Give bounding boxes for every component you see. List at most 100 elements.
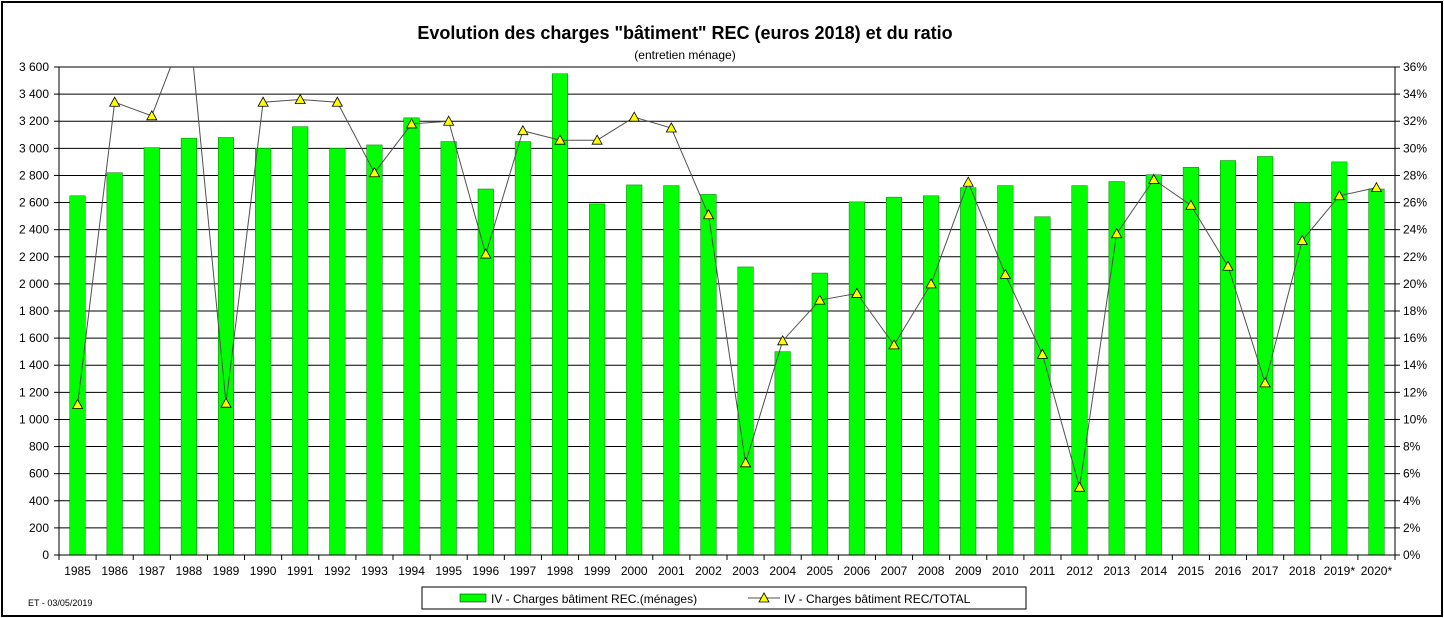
- x-tick-label: 2006: [844, 564, 871, 578]
- right-tick-label: 24%: [1403, 223, 1427, 237]
- x-tick-label: 1995: [435, 564, 462, 578]
- right-tick-label: 20%: [1403, 277, 1427, 291]
- footnote: ET - 03/05/2019: [28, 598, 92, 608]
- x-tick-label: 2011: [1030, 564, 1056, 578]
- right-tick-label: 18%: [1403, 304, 1427, 318]
- bar: [1294, 202, 1311, 556]
- x-tick-label: 2019*: [1324, 564, 1356, 578]
- ratio-marker: [1259, 377, 1271, 388]
- bar: [180, 137, 197, 556]
- legend-line-label: IV - Charges bâtiment REC/TOTAL: [784, 592, 971, 606]
- x-tick-label: 2016: [1215, 564, 1242, 578]
- bar: [1182, 167, 1199, 556]
- bar: [106, 172, 123, 556]
- x-tick-label: 2004: [769, 564, 796, 578]
- ratio-marker: [108, 96, 121, 107]
- right-tick-label: 12%: [1403, 385, 1427, 399]
- bar: [1145, 174, 1162, 556]
- left-tick-label: 1 600: [19, 331, 49, 345]
- left-tick-label: 0: [42, 548, 49, 562]
- right-tick-label: 32%: [1403, 114, 1427, 128]
- gridlines: [59, 66, 1395, 556]
- right-tick-label: 10%: [1403, 412, 1427, 426]
- left-axis-ticks: 0 200 400 600 800 1 000 1 200 1 400 1 600 1 800 2 …: [19, 60, 59, 562]
- x-tick-label: 2005: [806, 564, 833, 578]
- left-tick-label: 1 000: [19, 412, 49, 426]
- right-axis-ticks: 0% 2% 4% 6% 8% 10% 12% 14% 16% 18% 20% 22% 24% 26% 28%…: [1395, 60, 1427, 562]
- line-series: [71, 67, 1383, 492]
- x-tick-label: 1988: [176, 564, 203, 578]
- ratio-marker: [851, 287, 863, 298]
- x-tick-label: 2020*: [1361, 564, 1393, 578]
- bar: [440, 141, 457, 556]
- left-tick-label: 400: [29, 494, 49, 508]
- right-tick-label: 34%: [1403, 87, 1427, 101]
- ratio-marker: [1370, 181, 1383, 193]
- bar: [663, 185, 680, 556]
- x-tick-label: 1996: [472, 564, 499, 578]
- left-tick-label: 2 000: [19, 277, 49, 291]
- legend: IV - Charges bâtiment REC.(ménages) IV -…: [421, 586, 1027, 610]
- left-tick-label: 2 600: [19, 196, 49, 210]
- left-tick-label: 1 200: [19, 385, 49, 399]
- right-tick-label: 26%: [1403, 196, 1427, 210]
- x-tick-label: 2002: [695, 564, 722, 578]
- bar: [589, 203, 606, 556]
- x-tick-label: 1992: [324, 564, 351, 578]
- ratio-marker: [257, 96, 269, 107]
- left-tick-label: 600: [29, 467, 49, 481]
- ratio-line: [77, 67, 1377, 488]
- bar: [626, 184, 643, 556]
- bar: [1071, 185, 1088, 556]
- bar: [329, 148, 346, 556]
- ratio-marker: [442, 115, 455, 126]
- ratio-marker: [776, 334, 789, 346]
- bar: [1331, 161, 1348, 556]
- ratio-marker: [1148, 173, 1160, 184]
- x-tick-label: 1987: [138, 564, 165, 578]
- bar: [255, 148, 272, 556]
- ratio-marker: [1185, 199, 1197, 210]
- ratio-marker: [1073, 481, 1086, 492]
- left-tick-label: 800: [29, 440, 49, 454]
- ratio-marker: [1222, 260, 1234, 271]
- right-tick-label: 14%: [1403, 358, 1427, 372]
- bar: [848, 201, 865, 556]
- right-tick-label: 0%: [1403, 548, 1421, 562]
- ratio-marker: [925, 278, 937, 289]
- bar: [960, 187, 977, 556]
- bar: [1368, 188, 1385, 556]
- ratio-marker: [888, 339, 900, 350]
- left-tick-label: 3 200: [19, 114, 49, 128]
- left-tick-label: 3 600: [19, 60, 49, 74]
- x-tick-label: 1998: [547, 564, 574, 578]
- chart-subtitle: (entretien ménage): [634, 48, 735, 62]
- ratio-marker: [1036, 348, 1049, 359]
- bar: [1219, 160, 1237, 556]
- x-tick-label: 2003: [732, 564, 759, 578]
- bar: [514, 141, 531, 556]
- bar: [143, 147, 160, 556]
- x-tick-label: 2001: [658, 564, 685, 578]
- ratio-marker: [591, 134, 603, 145]
- ratio-marker: [554, 134, 566, 145]
- legend-bar-label: IV - Charges bâtiment REC.(ménages): [491, 592, 697, 606]
- legend-box: [421, 586, 1027, 610]
- bar: [366, 144, 383, 556]
- x-tick-label: 2015: [1178, 564, 1205, 578]
- ratio-marker: [71, 398, 84, 409]
- left-tick-label: 200: [29, 521, 49, 535]
- x-tick-label: 1997: [510, 564, 537, 578]
- bar: [403, 117, 420, 556]
- left-tick-label: 1 400: [19, 358, 49, 372]
- right-tick-label: 4%: [1403, 494, 1421, 508]
- left-tick-label: 2 400: [19, 223, 49, 237]
- ratio-marker: [146, 109, 158, 121]
- bar: [923, 195, 940, 556]
- right-tick-label: 28%: [1403, 168, 1427, 182]
- right-tick-label: 22%: [1403, 250, 1427, 264]
- bar: [774, 351, 791, 556]
- bar: [997, 185, 1014, 556]
- chart-svg: Evolution des charges "bâtiment" REC (eu…: [19, 23, 1427, 610]
